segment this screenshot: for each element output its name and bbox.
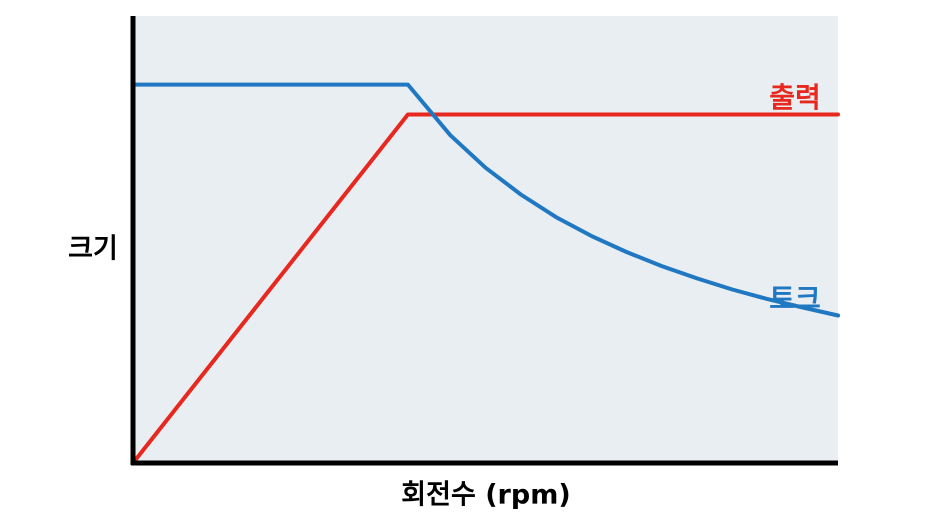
series-line-torque [131, 82, 840, 318]
series-line-output [131, 112, 840, 465]
series-label-torque: 토크 [769, 282, 821, 315]
y-axis-label: 크기 [68, 234, 118, 265]
x-axis-label: 회전수 (rpm) [401, 480, 570, 511]
plot-area [133, 16, 838, 463]
series-layer [131, 82, 840, 465]
series-label-output: 출력 [769, 81, 821, 114]
